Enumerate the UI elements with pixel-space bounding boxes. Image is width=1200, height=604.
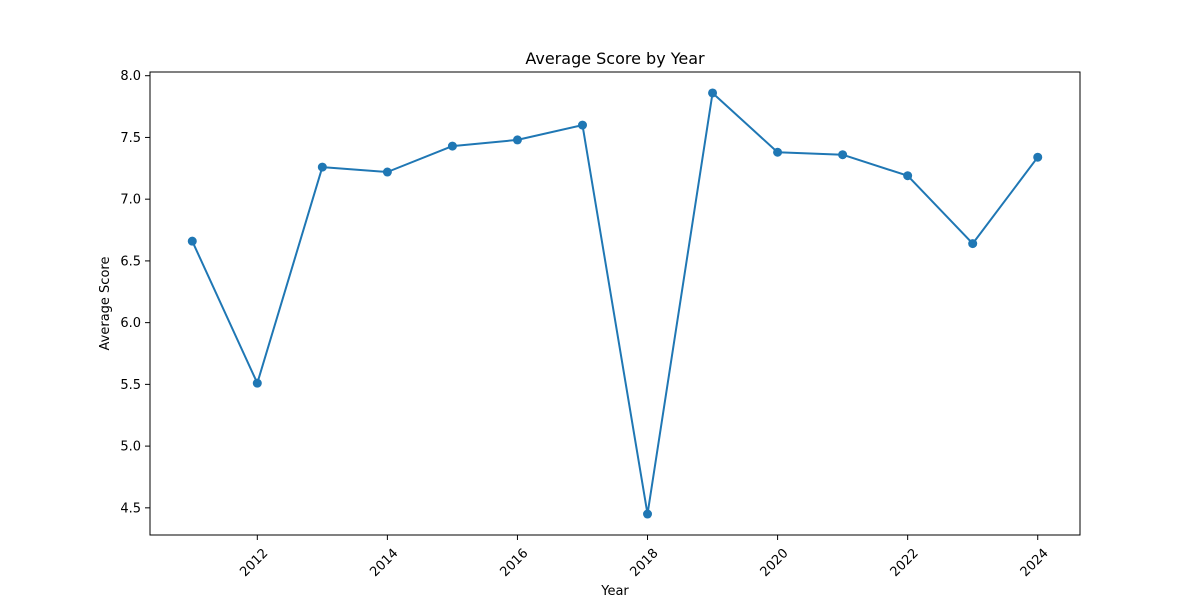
data-point <box>382 167 392 177</box>
data-point <box>187 236 197 246</box>
data-point <box>577 120 587 130</box>
chart-title: Average Score by Year <box>525 49 705 68</box>
y-tick-label: 8.0 <box>120 69 141 84</box>
series-line <box>191 91 1039 516</box>
data-point <box>252 378 262 388</box>
y-tick-label: 4.5 <box>120 501 141 516</box>
y-axis-ticks: 4.5 5.0 5.5 6.0 6.5 7.0 7.5 8.0 <box>120 69 150 516</box>
data-point <box>447 141 457 151</box>
series-layer <box>187 88 1043 519</box>
y-tick-label: 5.5 <box>120 378 141 393</box>
data-point <box>838 150 848 160</box>
data-point <box>708 88 718 98</box>
data-point <box>643 509 653 519</box>
y-tick-label: 7.0 <box>120 193 141 208</box>
plot-area-frame <box>149 71 1081 536</box>
y-tick-label: 6.0 <box>120 316 141 331</box>
data-point <box>968 239 978 249</box>
y-tick-label: 7.5 <box>120 131 141 146</box>
data-point <box>773 147 783 157</box>
y-tick-label: 5.0 <box>120 440 141 455</box>
data-point <box>903 171 913 181</box>
y-tick-label: 6.5 <box>120 254 141 269</box>
y-axis-label: Average Score <box>98 257 113 351</box>
data-point <box>1033 152 1043 162</box>
data-point <box>512 135 522 145</box>
data-point <box>317 162 327 172</box>
x-axis-label: Year <box>600 584 629 599</box>
